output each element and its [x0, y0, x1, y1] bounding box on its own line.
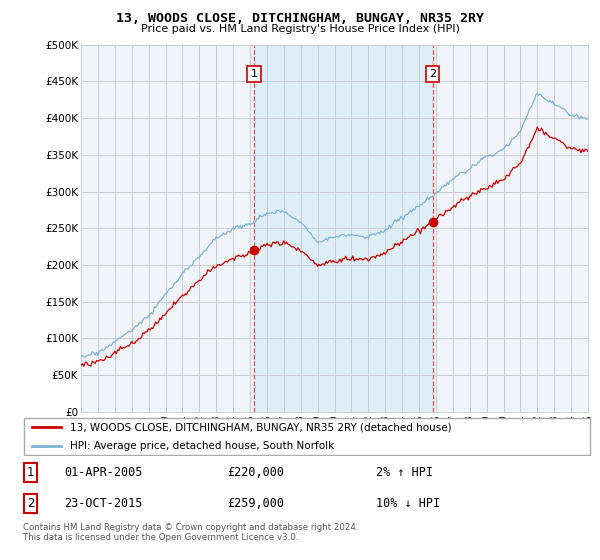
Text: £220,000: £220,000 — [227, 465, 284, 479]
Text: 01-APR-2005: 01-APR-2005 — [64, 465, 142, 479]
Text: 23-OCT-2015: 23-OCT-2015 — [64, 497, 142, 510]
Text: 2: 2 — [27, 497, 34, 510]
Bar — [254, 45, 433, 412]
Text: Contains HM Land Registry data © Crown copyright and database right 2024.
This d: Contains HM Land Registry data © Crown c… — [23, 523, 358, 543]
Text: 2% ↑ HPI: 2% ↑ HPI — [376, 465, 433, 479]
Text: 13, WOODS CLOSE, DITCHINGHAM, BUNGAY, NR35 2RY: 13, WOODS CLOSE, DITCHINGHAM, BUNGAY, NR… — [116, 12, 484, 25]
Text: Price paid vs. HM Land Registry's House Price Index (HPI): Price paid vs. HM Land Registry's House … — [140, 24, 460, 34]
Text: HPI: Average price, detached house, South Norfolk: HPI: Average price, detached house, Sout… — [70, 441, 334, 451]
Text: 1: 1 — [251, 69, 258, 79]
Text: 1: 1 — [27, 465, 34, 479]
Text: 10% ↓ HPI: 10% ↓ HPI — [376, 497, 440, 510]
FancyBboxPatch shape — [24, 418, 590, 455]
Text: 13, WOODS CLOSE, DITCHINGHAM, BUNGAY, NR35 2RY (detached house): 13, WOODS CLOSE, DITCHINGHAM, BUNGAY, NR… — [70, 422, 451, 432]
Text: £259,000: £259,000 — [227, 497, 284, 510]
Text: 2: 2 — [429, 69, 436, 79]
